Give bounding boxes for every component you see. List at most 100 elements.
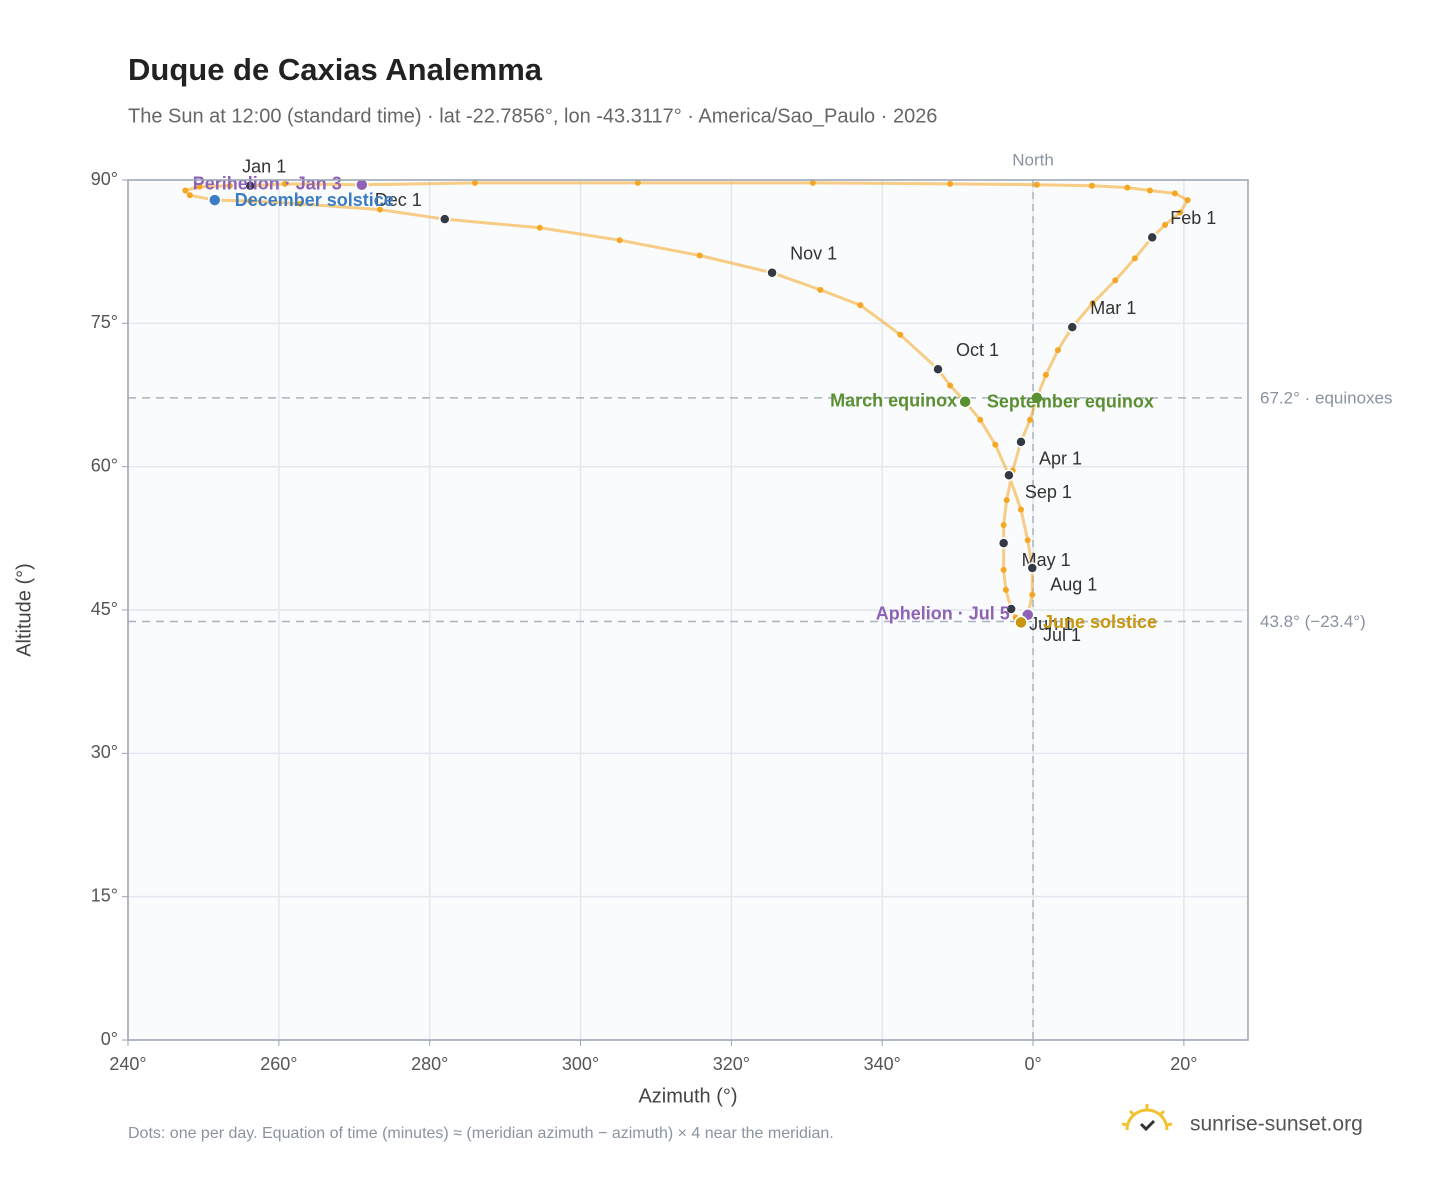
daily-dot: [1112, 277, 1119, 284]
y-tick-label: 15°: [91, 885, 118, 905]
daily-dot: [186, 192, 193, 199]
event-label: March equinox: [830, 390, 957, 410]
x-tick-label: 20°: [1170, 1054, 1197, 1074]
daily-dot: [1088, 182, 1095, 189]
plot-frame: [127, 179, 1249, 1041]
daily-dot: [1177, 209, 1184, 216]
event-label: September equinox: [987, 392, 1154, 412]
month-label: Feb 1: [1170, 208, 1216, 228]
month-label: Jan 1: [242, 156, 286, 176]
daily-dot: [1124, 184, 1131, 191]
month-marker: [1015, 436, 1027, 448]
footnote: Dots: one per day. Equation of time (min…: [128, 1125, 834, 1142]
brand: sunrise-sunset.org: [1190, 1113, 1363, 1136]
y-tick-label: 0°: [101, 1029, 118, 1049]
daily-dot: [1184, 197, 1191, 204]
daily-dot: [1162, 221, 1169, 228]
x-tick-label: 280°: [411, 1054, 448, 1074]
meridian-label: North: [1012, 150, 1054, 169]
y-tick-label: 90°: [91, 169, 118, 189]
daily-dot: [947, 382, 954, 389]
month-label: Dec 1: [375, 190, 422, 210]
daily-dot: [1131, 255, 1138, 262]
daily-dot: [616, 237, 623, 244]
month-label: Jun 1: [1029, 614, 1073, 634]
daily-dot: [1024, 537, 1031, 544]
daily-dot: [1000, 521, 1007, 528]
daily-dot: [281, 180, 288, 187]
daily-dot: [634, 179, 641, 186]
event-label: Perihelion · Jan 3: [193, 174, 342, 194]
daily-dot: [1017, 506, 1024, 513]
x-tick-label: 240°: [109, 1054, 146, 1074]
month-marker: [1005, 603, 1017, 615]
daily-dot: [857, 302, 864, 309]
daily-dot: [1089, 300, 1096, 307]
daily-dot: [1171, 190, 1178, 197]
daily-dot: [1042, 371, 1049, 378]
daily-dot: [536, 224, 543, 231]
month-label: Oct 1: [956, 340, 999, 360]
month-marker: [932, 363, 944, 375]
chart-subtitle: The Sun at 12:00 (standard time) · lat -…: [128, 105, 937, 127]
daily-dot: [1000, 566, 1007, 573]
x-axis-label: Azimuth (°): [638, 1085, 737, 1107]
daily-dot: [1146, 187, 1153, 194]
x-tick-label: 0°: [1024, 1054, 1041, 1074]
month-marker: [1026, 562, 1039, 574]
daily-dot: [471, 179, 478, 186]
daily-dot: [947, 180, 954, 187]
daily-dot: [376, 206, 383, 213]
x-tick-label: 260°: [260, 1054, 297, 1074]
y-tick-label: 45°: [91, 599, 118, 619]
event-marker: [1014, 615, 1028, 630]
y-tick-label: 30°: [91, 742, 118, 762]
event-marker: [958, 394, 972, 409]
daily-dot: [696, 252, 703, 259]
daily-dot: [809, 179, 816, 186]
daily-dot: [182, 187, 189, 194]
month-marker: [997, 537, 1010, 549]
daily-dot: [296, 200, 303, 207]
month-marker: [1146, 231, 1158, 244]
month-label: Mar 1: [1090, 298, 1136, 318]
x-tick-label: 340°: [864, 1054, 901, 1074]
daily-dot: [977, 416, 984, 423]
x-tick-label: 300°: [562, 1054, 599, 1074]
month-marker: [1066, 321, 1079, 333]
daily-dot: [1029, 591, 1036, 598]
x-tick-label: 320°: [713, 1054, 750, 1074]
daily-dot: [226, 182, 233, 189]
reference-label: 67.2° · equinoxes: [1260, 388, 1393, 407]
event-label: June solstice: [1043, 612, 1157, 632]
y-tick-label: 75°: [91, 312, 118, 332]
chart-title: Duque de Caxias Analemma: [128, 52, 543, 87]
month-marker: [439, 213, 451, 225]
event-label: December solstice: [235, 190, 394, 210]
daily-dot: [1003, 497, 1010, 504]
event-marker: [207, 193, 222, 207]
daily-dot: [992, 441, 999, 448]
daily-dot: [897, 331, 904, 338]
month-label: Jul 1: [1043, 625, 1081, 645]
month-label: Apr 1: [1039, 449, 1082, 469]
month-label: Aug 1: [1050, 575, 1097, 595]
daily-dot: [817, 286, 824, 293]
month-label: Nov 1: [790, 243, 837, 263]
daily-dot: [196, 183, 203, 190]
y-tick-label: 60°: [91, 455, 118, 475]
daily-dot: [1033, 181, 1040, 188]
daily-dot: [1002, 586, 1009, 593]
daily-dot: [1027, 416, 1034, 423]
month-marker: [766, 266, 778, 279]
month-label: Sep 1: [1025, 482, 1072, 502]
daily-dot: [247, 198, 254, 205]
event-marker: [1030, 391, 1044, 405]
event-label: Aphelion · Jul 5: [876, 604, 1010, 624]
reference-label: 43.8° (−23.4°): [1260, 612, 1366, 631]
daily-dot: [1054, 347, 1061, 354]
month-marker: [1003, 469, 1015, 482]
y-axis-label: Altitude (°): [13, 563, 35, 657]
logo: [1121, 1104, 1173, 1132]
